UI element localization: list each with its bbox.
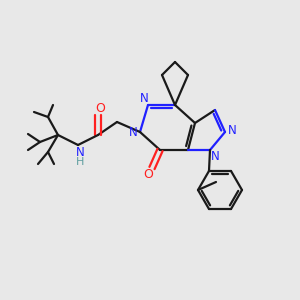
Text: O: O: [143, 169, 153, 182]
Text: H: H: [76, 157, 84, 167]
Text: N: N: [140, 92, 148, 104]
Text: O: O: [95, 101, 105, 115]
Text: N: N: [228, 124, 236, 136]
Text: N: N: [211, 151, 219, 164]
Text: N: N: [76, 146, 84, 160]
Text: N: N: [129, 125, 137, 139]
